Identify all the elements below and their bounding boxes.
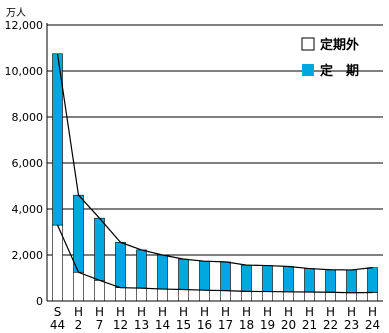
x-tick-label: 18	[239, 318, 254, 332]
bar-non-commuter	[346, 292, 357, 302]
x-tick-label: 16	[197, 318, 212, 332]
bar-non-commuter	[178, 289, 189, 302]
x-tick-label: H	[347, 305, 356, 319]
x-tick-label: 7	[96, 318, 104, 332]
bar-commuter	[73, 194, 84, 273]
x-tick-label: 22	[323, 318, 338, 332]
y-tick-label: 0	[36, 295, 43, 308]
bar-commuter	[157, 254, 168, 290]
x-tick-label: H	[74, 305, 83, 319]
x-tick-label: 21	[302, 318, 317, 332]
bar-commuter	[220, 261, 231, 291]
legend-label-non-commuter: 定期外	[319, 37, 359, 53]
bar-non-commuter	[262, 291, 273, 302]
x-tick-label: H	[116, 305, 125, 319]
bar-non-commuter	[136, 287, 147, 302]
bar-commuter	[115, 242, 126, 288]
x-tick-label: 2	[75, 318, 83, 332]
bar-non-commuter	[304, 291, 315, 302]
x-tick-label: H	[242, 305, 251, 319]
x-tick-label: H	[263, 305, 272, 319]
x-tick-label: H	[158, 305, 167, 319]
bar-non-commuter	[199, 289, 210, 302]
bar-non-commuter	[220, 290, 231, 302]
y-tick-label: 4,000	[12, 203, 44, 216]
y-tick-label: 12,000	[5, 19, 44, 32]
bar-non-commuter	[241, 291, 252, 302]
bar-commuter	[262, 265, 273, 292]
x-tick-label: 14	[155, 318, 170, 332]
y-tick-label: 8,000	[12, 111, 44, 124]
bar-non-commuter	[52, 224, 63, 302]
non-commuter-trend-line	[56, 224, 373, 294]
bar-commuter	[199, 260, 210, 291]
bar-commuter	[367, 267, 378, 293]
bar-non-commuter	[157, 288, 168, 302]
unit-label: 万人	[6, 7, 26, 19]
x-tick-label: H	[179, 305, 188, 319]
legend-label-commuter: 定 期	[319, 63, 359, 79]
legend-swatch-non-commuter	[301, 37, 315, 51]
x-tick-label: H	[305, 305, 314, 319]
x-tick-label: 12	[113, 318, 128, 332]
bar-commuter	[325, 269, 336, 293]
x-tick-label: H	[368, 305, 377, 319]
x-tick-label: H	[95, 305, 104, 319]
x-tick-label: 19	[260, 318, 275, 332]
bar-non-commuter	[115, 287, 126, 302]
y-tick-label: 10,000	[5, 65, 44, 78]
x-tick-label: 13	[134, 318, 149, 332]
bar-commuter	[94, 217, 105, 281]
x-tick-label: H	[200, 305, 209, 319]
bar-commuter	[346, 269, 357, 294]
bar-non-commuter	[94, 279, 105, 302]
y-tick-label: 2,000	[12, 249, 44, 262]
x-tick-label: S	[54, 305, 62, 319]
x-tick-label: H	[284, 305, 293, 319]
x-tick-label: 20	[281, 318, 296, 332]
x-tick-label: 15	[176, 318, 191, 332]
total-trend-line	[56, 53, 373, 271]
x-tick-label: 23	[344, 318, 359, 332]
legend-swatch-commuter	[302, 64, 314, 76]
bar-commuter	[283, 266, 294, 293]
bar-non-commuter	[73, 271, 84, 302]
bar-commuter	[178, 258, 189, 290]
x-tick-label: 17	[218, 318, 233, 332]
x-tick-label: H	[137, 305, 146, 319]
bar-non-commuter	[283, 291, 294, 302]
x-tick-label: H	[221, 305, 230, 319]
bar-commuter	[136, 249, 147, 289]
bar-non-commuter	[325, 291, 336, 302]
bar-commuter	[241, 264, 252, 292]
y-tick-label: 6,000	[12, 157, 44, 170]
x-tick-label: 24	[365, 318, 380, 332]
x-tick-label: H	[326, 305, 335, 319]
x-tick-label: 44	[50, 318, 65, 332]
bar-non-commuter	[367, 292, 378, 302]
bar-commuter	[304, 268, 315, 293]
